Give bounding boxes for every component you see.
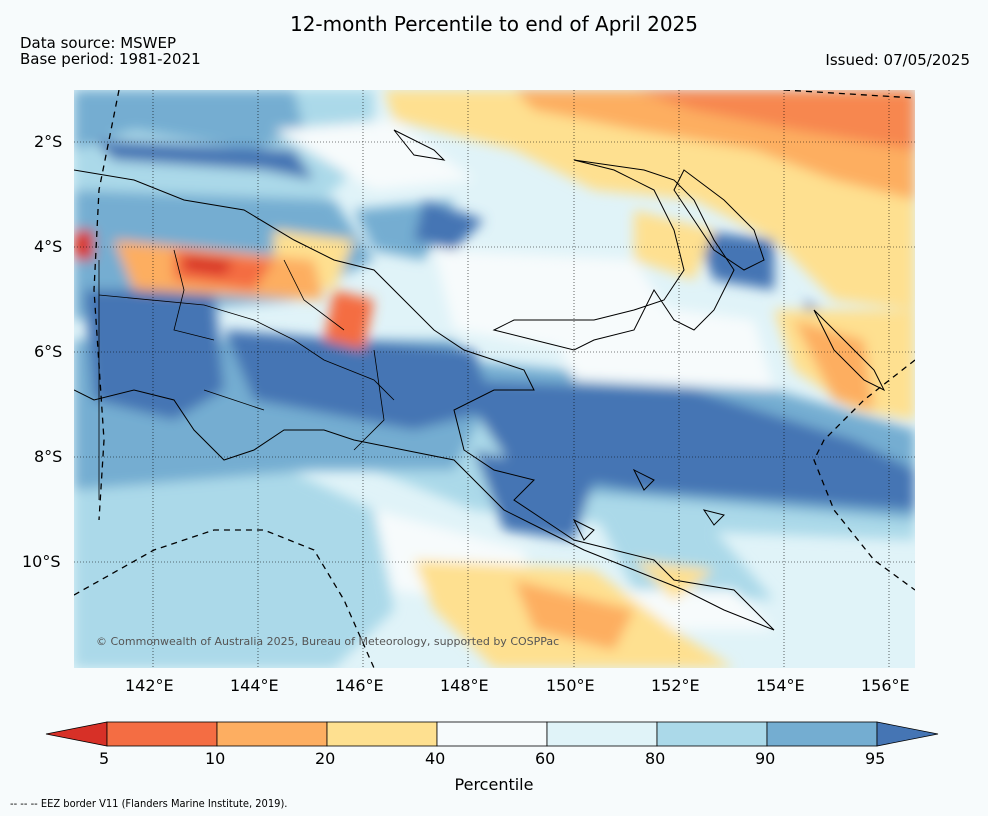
percentile-field: [74, 90, 915, 668]
colorbar-40-60: [436, 721, 548, 747]
colorbar-tick-90: 90: [755, 749, 776, 768]
colorbar-20-40: [326, 721, 438, 747]
colorbar-10-20: [216, 721, 328, 747]
lat-label-8s: 8°S: [34, 447, 63, 466]
eez-borders: [74, 90, 915, 668]
lon-label-144: 144°E: [230, 676, 279, 695]
lat-label-4s: 4°S: [34, 237, 63, 256]
colorbar-extend-high: [876, 721, 939, 747]
colorbar-tick-80: 80: [645, 749, 666, 768]
colorbar-tick-10: 10: [205, 749, 226, 768]
percentile-map: © Commonwealth of Australia 2025, Bureau…: [74, 90, 915, 668]
colorbar-60-80: [546, 721, 658, 747]
chart-title: 12-month Percentile to end of April 2025: [289, 12, 699, 36]
colorbar-5-10: [106, 721, 218, 747]
lon-label-142: 142°E: [125, 676, 174, 695]
colorbar-tick-60: 60: [535, 749, 556, 768]
lon-label-146: 146°E: [335, 676, 384, 695]
data-source-info: Data source: MSWEP Base period: 1981-202…: [20, 35, 201, 67]
lon-label-150: 150°E: [546, 676, 595, 695]
colorbar-tick-95: 95: [865, 749, 886, 768]
lon-label-152: 152°E: [651, 676, 700, 695]
gridlines: [74, 90, 915, 668]
base-period-line: Base period: 1981-2021: [20, 50, 201, 68]
copyright-notice: © Commonwealth of Australia 2025, Bureau…: [96, 635, 559, 648]
lat-label-2s: 2°S: [34, 132, 63, 151]
lon-label-154: 154°E: [756, 676, 805, 695]
lon-label-148: 148°E: [440, 676, 489, 695]
colorbar-tick-5: 5: [99, 749, 110, 768]
lat-label-6s: 6°S: [34, 342, 63, 361]
colorbar-label: Percentile: [454, 775, 534, 794]
issued-date: Issued: 07/05/2025: [825, 51, 970, 69]
colorbar: [45, 721, 939, 747]
country-borders: [98, 249, 395, 500]
eez-footnote: -- -- -- EEZ border V11 (Flanders Marine…: [10, 797, 288, 810]
lat-label-10s: 10°S: [22, 552, 61, 571]
data-source-line: Data source: MSWEP: [20, 34, 177, 52]
colorbar-extend-low: [45, 721, 108, 747]
colorbar-90-95: [766, 721, 878, 747]
lon-label-156: 156°E: [861, 676, 910, 695]
colorbar-80-90: [656, 721, 768, 747]
colorbar-tick-40: 40: [425, 749, 446, 768]
colorbar-tick-20: 20: [315, 749, 336, 768]
coastlines: [74, 129, 886, 631]
